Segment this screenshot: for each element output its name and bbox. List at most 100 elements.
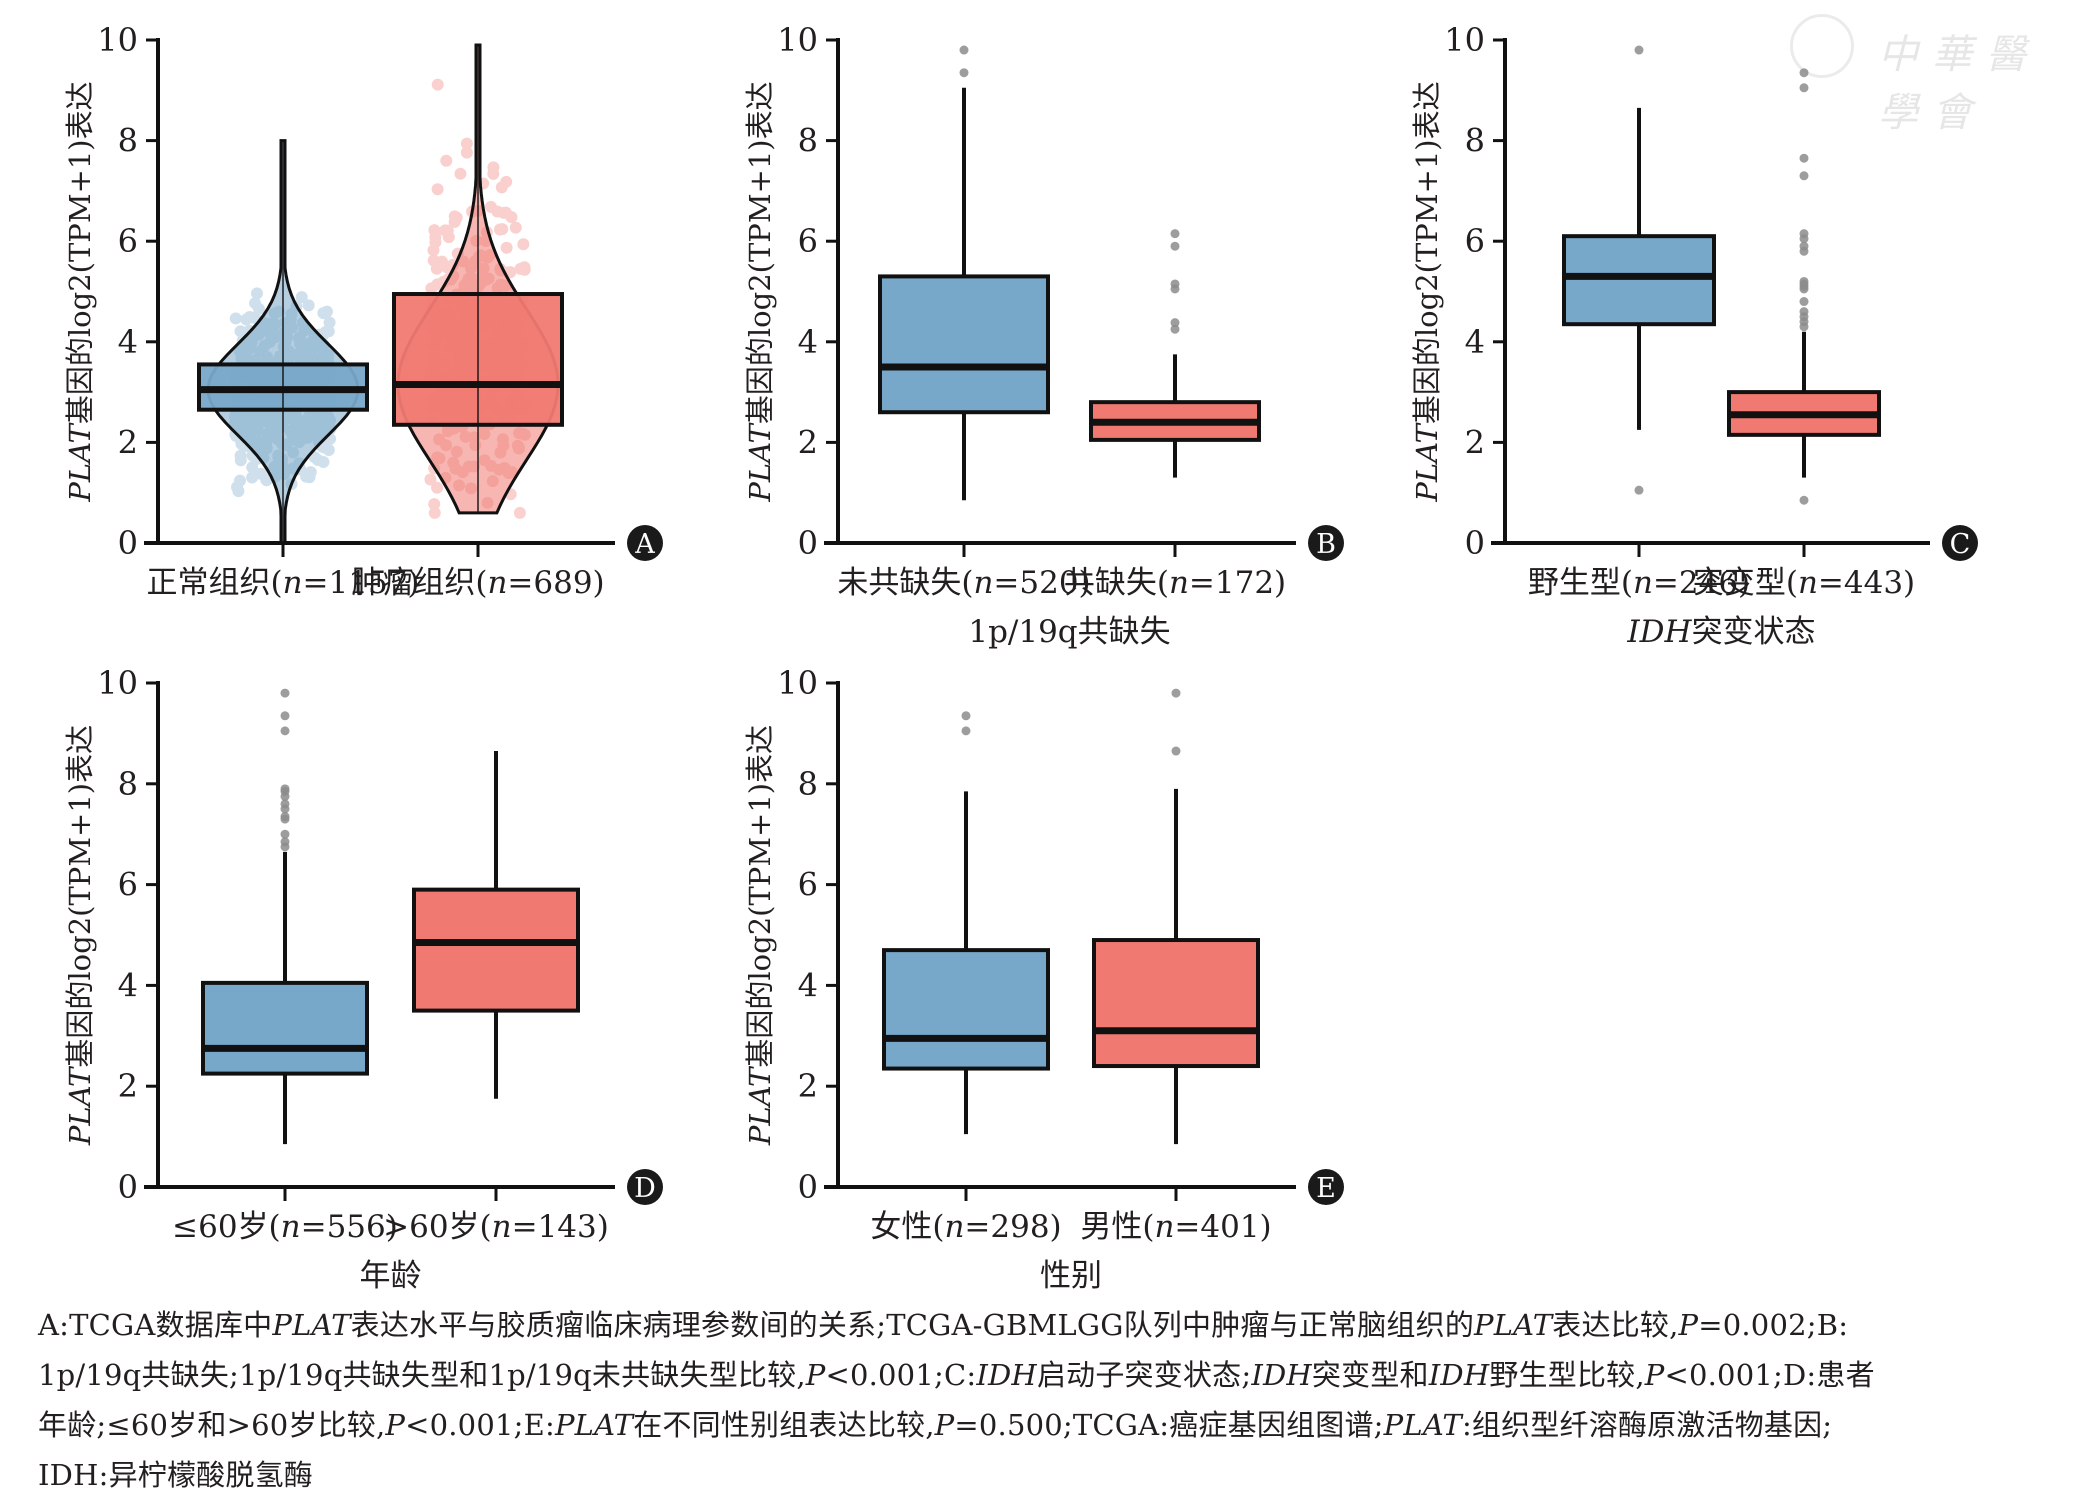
jitter-point [311,453,324,466]
jitter-point [509,221,522,234]
y-tick-label: 10 [1444,21,1485,59]
panel-label-letter: B [1316,529,1336,560]
outlier-point [961,726,971,736]
caption-line: A:TCGA数据库中PLAT表达水平与胶质瘤临床病理参数间的关系;TCGA-GB… [38,1300,2078,1350]
box-iqr [882,948,1050,1071]
jitter-point [260,474,273,487]
y-tick-label: 10 [777,664,818,702]
outlier-point [1799,153,1809,163]
caption-segment: IDH [976,1358,1037,1392]
x-axis-title: 年龄 [360,1258,422,1290]
jitter-point [260,473,273,486]
outlier-point [961,711,971,721]
jitter-point [431,78,444,91]
y-tick-label: 8 [118,765,138,803]
panel-label-letter: E [1316,1173,1336,1204]
outlier-point [280,837,290,847]
jitter-point [424,473,437,486]
outlier-point [1799,171,1809,181]
outlier-point [280,784,290,794]
outlier-point [959,68,969,78]
x-axis-title: 1p/19q共缺失 [968,614,1170,650]
box-iqr [1562,234,1716,327]
caption-segment: P [805,1358,826,1392]
jitter-point [499,206,512,219]
x-category-label: ≤60岁(n=556) [172,1209,398,1245]
y-tick-label: 6 [1465,222,1485,260]
jitter-point [429,236,442,249]
outlier-point [959,45,969,55]
caption-segment: =0.002;B: [1698,1308,1849,1342]
jitter-point [460,146,473,159]
box-iqr [412,887,580,1013]
outlier-point [280,726,290,736]
y-tick-label: 10 [97,21,138,59]
jitter-point [484,200,497,213]
panel-label-badge [1308,525,1344,561]
outlier-point [1634,45,1644,55]
jitter-point [460,137,473,150]
jitter-point [450,211,463,224]
jitter-point [518,261,531,274]
outlier-point [1171,746,1181,756]
jitter-point [246,471,259,484]
jitter-point [427,244,440,257]
y-axis-label: PLAT基因的log2(TPM+1)表达 [743,725,777,1146]
outlier-point [1170,241,1180,251]
y-tick-label: 4 [798,323,818,361]
caption-segment: PLAT [1474,1308,1553,1342]
caption-segment: IDH [1251,1358,1312,1392]
outlier-point [1799,68,1809,78]
group-1: 共缺失(n=172) [1064,229,1286,601]
outlier-point [1634,485,1644,495]
jitter-point [517,238,530,251]
watermark: 中華醫學會 [1790,14,2090,136]
jitter-point [254,467,267,480]
jitter-point [229,312,242,325]
jitter-point [252,302,265,315]
jitter-point [496,223,509,236]
jitter-point [428,224,441,237]
jitter-point [249,297,262,310]
outlier-point [280,711,290,721]
jitter-point [514,262,527,275]
caption-segment: P [385,1408,406,1442]
outlier-point [1799,83,1809,93]
jitter-point [322,325,335,338]
caption-segment: 野生型比较, [1489,1358,1645,1392]
box-iqr [1092,938,1260,1069]
jitter-point [497,206,510,219]
caption-line: IDH:异柠檬酸脱氢酶 [38,1450,2078,1500]
jitter-point [250,287,263,300]
jitter-point [317,307,330,320]
y-tick-label: 0 [118,1168,138,1206]
y-tick-label: 2 [798,423,818,461]
y-axis-label: PLAT基因的log2(TPM+1)表达 [63,725,97,1146]
outlier-point [1799,241,1809,251]
y-tick-label: 2 [118,1067,138,1105]
y-axis-label: PLAT基因的log2(TPM+1)表达 [1410,81,1444,502]
jitter-point [431,183,444,196]
jitter-point [240,313,253,326]
box-iqr [878,274,1050,415]
box-iqr [201,980,369,1076]
caption-segment: 表达比较, [1552,1308,1679,1342]
y-tick-label: 2 [1465,423,1485,461]
jitter-point [231,481,244,494]
caption-segment: =0.500;TCGA:癌症基因组图谱; [954,1408,1384,1442]
y-tick-label: 6 [118,866,138,904]
panel-label-badge [627,1169,663,1205]
caption-segment: P [934,1408,955,1442]
x-category-label: 女性(n=298) [870,1209,1061,1245]
jitter-point [246,461,259,474]
panel-label-letter: C [1950,529,1971,560]
x-category-label: >60岁(n=143) [383,1209,609,1245]
outlier-point [280,829,290,839]
group-0: 野生型(n=246) [1528,45,1750,601]
jitter-point [234,325,247,338]
jitter-point [232,485,245,498]
y-axis-label: PLAT基因的log2(TPM+1)表达 [63,81,97,502]
jitter-point [487,167,500,180]
y-tick-label: 6 [118,222,138,260]
jitter-point [518,263,531,276]
